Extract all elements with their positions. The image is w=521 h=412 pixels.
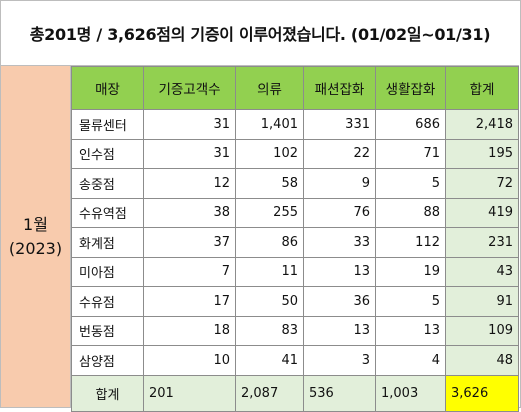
total-label: 합계 <box>71 374 144 412</box>
donors-cell: 38 <box>143 197 236 228</box>
store-name: 물류센터 <box>71 109 144 140</box>
table-row: 인수점 31 102 22 71 195 <box>71 138 519 169</box>
store-name: 송중점 <box>71 168 144 199</box>
donors-cell: 37 <box>143 227 236 258</box>
clothing-cell: 11 <box>235 256 304 287</box>
fashion-goods-cell: 331 <box>303 109 376 140</box>
donors-cell: 12 <box>143 168 236 199</box>
store-name: 삼양점 <box>71 345 144 376</box>
living-goods-cell: 71 <box>375 138 446 169</box>
donors-cell: 17 <box>143 286 236 317</box>
table-row: 삼양점 10 41 3 4 48 <box>71 345 519 376</box>
store-name: 인수점 <box>71 138 144 169</box>
fashion-goods-cell: 33 <box>303 227 376 258</box>
clothing-cell: 58 <box>235 168 304 199</box>
living-goods-cell: 13 <box>375 315 446 346</box>
header-fashion-goods: 패션잡화 <box>303 66 376 110</box>
month-label: 1월 <box>23 214 48 234</box>
fashion-goods-cell: 76 <box>303 197 376 228</box>
row-total-cell: 43 <box>445 256 519 287</box>
header-clothing: 의류 <box>235 66 304 110</box>
header-store: 매장 <box>71 66 144 110</box>
year-label: (2023) <box>8 238 63 258</box>
period-label: 1월 (2023) <box>1 66 71 407</box>
clothing-cell: 102 <box>235 138 304 169</box>
row-total-cell: 231 <box>445 227 519 258</box>
total-fashion-goods: 536 <box>303 374 376 412</box>
clothing-cell: 83 <box>235 315 304 346</box>
fashion-goods-cell: 22 <box>303 138 376 169</box>
grand-total: 3,626 <box>445 374 519 412</box>
row-total-cell: 419 <box>445 197 519 228</box>
header-living-goods: 생활잡화 <box>375 66 446 110</box>
fashion-goods-cell: 9 <box>303 168 376 199</box>
clothing-cell: 50 <box>235 286 304 317</box>
store-name: 수유점 <box>71 286 144 317</box>
row-total-cell: 195 <box>445 138 519 169</box>
clothing-cell: 1,401 <box>235 109 304 140</box>
total-clothing: 2,087 <box>235 374 304 412</box>
summary-title: 총201명 / 3,626점의 기증이 이루어졌습니다. (01/02일~01/… <box>1 1 519 66</box>
table-row: 수유역점 38 255 76 88 419 <box>71 197 519 228</box>
row-total-cell: 109 <box>445 315 519 346</box>
table-row: 물류센터 31 1,401 331 686 2,418 <box>71 109 519 140</box>
table-row: 수유점 17 50 36 5 91 <box>71 286 519 317</box>
table-row: 미아점 7 11 13 19 43 <box>71 256 519 287</box>
fashion-goods-cell: 3 <box>303 345 376 376</box>
living-goods-cell: 88 <box>375 197 446 228</box>
store-name: 미아점 <box>71 256 144 287</box>
clothing-cell: 41 <box>235 345 304 376</box>
fashion-goods-cell: 36 <box>303 286 376 317</box>
store-name: 수유역점 <box>71 197 144 228</box>
row-total-cell: 48 <box>445 345 519 376</box>
clothing-cell: 86 <box>235 227 304 258</box>
table-row: 송중점 12 58 9 5 72 <box>71 168 519 199</box>
store-name: 화계점 <box>71 227 144 258</box>
clothing-cell: 255 <box>235 197 304 228</box>
living-goods-cell: 4 <box>375 345 446 376</box>
donors-cell: 7 <box>143 256 236 287</box>
total-living-goods: 1,003 <box>375 374 446 412</box>
row-total-cell: 2,418 <box>445 109 519 140</box>
header-row: 매장 기증고객수 의류 패션잡화 생활잡화 합계 <box>71 66 519 110</box>
living-goods-cell: 5 <box>375 286 446 317</box>
fashion-goods-cell: 13 <box>303 256 376 287</box>
total-row: 합계 201 2,087 536 1,003 3,626 <box>71 374 519 412</box>
donors-cell: 31 <box>143 138 236 169</box>
donors-cell: 18 <box>143 315 236 346</box>
total-donors: 201 <box>143 374 236 412</box>
living-goods-cell: 5 <box>375 168 446 199</box>
living-goods-cell: 686 <box>375 109 446 140</box>
table-row: 화계점 37 86 33 112 231 <box>71 227 519 258</box>
header-total: 합계 <box>445 66 519 110</box>
header-donors: 기증고객수 <box>143 66 236 110</box>
row-total-cell: 91 <box>445 286 519 317</box>
donors-cell: 10 <box>143 345 236 376</box>
fashion-goods-cell: 13 <box>303 315 376 346</box>
row-total-cell: 72 <box>445 168 519 199</box>
living-goods-cell: 19 <box>375 256 446 287</box>
table-row: 번동점 18 83 13 13 109 <box>71 315 519 346</box>
donation-table: 매장 기증고객수 의류 패션잡화 생활잡화 합계 물류센터 31 1,401 331 6… <box>71 66 519 412</box>
donors-cell: 31 <box>143 109 236 140</box>
living-goods-cell: 112 <box>375 227 446 258</box>
store-name: 번동점 <box>71 315 144 346</box>
